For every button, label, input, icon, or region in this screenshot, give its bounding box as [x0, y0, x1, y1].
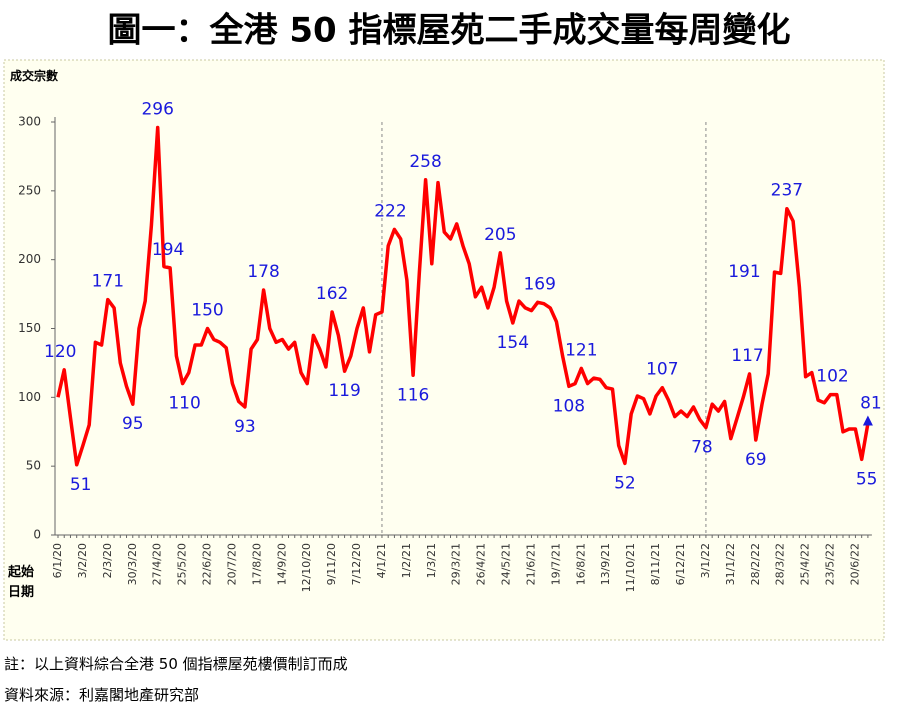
data-label: 191	[728, 262, 760, 282]
x-tick-label: 22/6/20	[201, 543, 214, 585]
y-tick-label: 300	[18, 115, 41, 129]
x-tick-label: 8/11/21	[649, 543, 662, 585]
data-label: 55	[856, 469, 878, 489]
data-label: 117	[731, 346, 763, 366]
data-label: 52	[614, 473, 636, 493]
data-label: 108	[553, 396, 585, 416]
data-label: 169	[523, 274, 555, 294]
x-tick-label: 26/4/21	[475, 543, 488, 585]
x-tick-label: 3/1/22	[699, 543, 712, 578]
y-tick-label: 150	[18, 321, 41, 335]
data-label: 81	[860, 393, 882, 413]
data-label: 102	[816, 367, 848, 387]
note: 資料來源：利嘉閣地產研究部	[4, 686, 199, 704]
y-tick-label: 50	[26, 459, 41, 473]
x-tick-label: 25/4/22	[799, 543, 812, 585]
note: 註：以上資料綜合全港 50 個指標屋苑樓價制訂而成	[4, 655, 348, 673]
data-label: 258	[409, 152, 441, 172]
data-label: 296	[141, 100, 173, 120]
y-tick-label: 0	[33, 528, 41, 542]
x-tick-label: 20/7/20	[225, 543, 238, 585]
x-tick-label: 24/5/21	[500, 543, 513, 585]
data-line	[56, 125, 870, 467]
data-label: 95	[122, 414, 144, 434]
data-label: 150	[191, 301, 223, 321]
x-tick-label: 7/12/20	[350, 543, 363, 585]
x-tick-label: 28/3/22	[774, 543, 787, 585]
data-label: 162	[316, 284, 348, 304]
x-tick-label: 23/5/22	[824, 543, 837, 585]
data-label: 237	[771, 181, 803, 201]
x-tick-label: 4/1/21	[375, 543, 388, 578]
x-tick-label: 31/1/22	[724, 543, 737, 585]
x-tick-label: 19/7/21	[549, 543, 562, 585]
data-label: 69	[745, 450, 767, 470]
data-label: 154	[497, 333, 529, 353]
x-tick-label: 28/2/22	[749, 543, 762, 585]
x-tick-label: 16/8/21	[574, 543, 587, 585]
x-tick-label: 27/4/20	[151, 543, 164, 585]
x-tick-label: 21/6/21	[524, 543, 537, 585]
x-tick-label: 2/3/20	[101, 543, 114, 578]
y-tick-label: 250	[18, 183, 41, 197]
data-label: 116	[397, 385, 429, 405]
data-label: 194	[152, 240, 184, 260]
data-label: 107	[646, 360, 678, 380]
x-tick-label: 6/12/21	[674, 543, 687, 585]
x-tick-label: 1/3/21	[425, 543, 438, 578]
data-label: 93	[234, 417, 256, 437]
x-tick-label: 11/10/21	[624, 543, 637, 592]
data-label: 121	[565, 340, 597, 360]
y-tick-label: 200	[18, 252, 41, 266]
arrow	[862, 415, 873, 426]
data-label: 178	[247, 262, 279, 282]
chart-title: 圖一：全港 50 指標屋苑二手成交量每周變化	[108, 11, 791, 51]
chart-background	[3, 59, 885, 641]
data-label: 110	[168, 394, 200, 414]
x-tick-label: 1/2/21	[400, 543, 413, 578]
x-tick-label: 3/2/20	[76, 543, 89, 578]
y-axis-label: 成交宗數	[10, 68, 58, 83]
x-tick-label: 17/8/20	[250, 543, 263, 585]
x-tick-label: 20/6/22	[848, 543, 861, 585]
x-tick-label: 14/9/20	[275, 543, 288, 585]
x-axis-label: 日期	[8, 585, 34, 600]
x-tick-label: 6/1/20	[51, 543, 64, 578]
x-tick-label: 29/3/21	[450, 543, 463, 585]
data-label: 119	[328, 381, 360, 401]
data-label: 51	[70, 475, 92, 495]
data-label: 171	[92, 272, 124, 292]
x-tick-label: 25/5/20	[176, 543, 189, 585]
x-tick-label: 9/11/20	[325, 543, 338, 585]
data-label: 120	[44, 342, 76, 362]
x-tick-label: 13/9/21	[599, 543, 612, 585]
data-label: 205	[484, 225, 516, 245]
x-tick-label: 12/10/20	[300, 543, 313, 592]
y-tick-label: 100	[18, 390, 41, 404]
data-label: 222	[374, 201, 406, 221]
x-axis-label: 起始	[7, 564, 34, 580]
data-label: 78	[691, 438, 713, 458]
x-tick-label: 30/3/20	[126, 543, 139, 585]
